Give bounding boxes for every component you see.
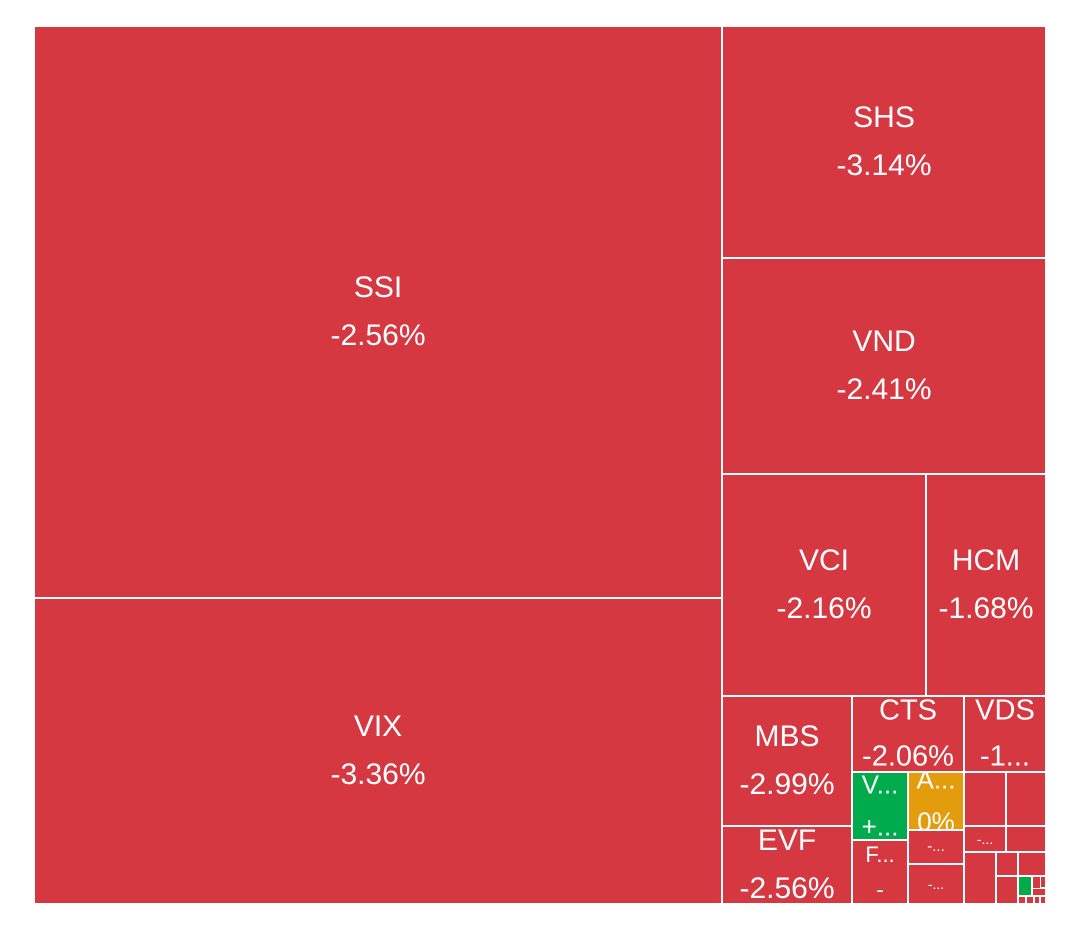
treemap-tile[interactable] (964, 852, 996, 904)
tile-label: A... (916, 772, 956, 795)
treemap-tile[interactable] (1034, 896, 1040, 904)
tile-value: -2.06% (862, 741, 954, 772)
treemap-tile[interactable]: -... (964, 826, 1006, 852)
tile-value: 0% (917, 806, 955, 830)
tile-value: - (876, 877, 884, 902)
tile-label: VND (852, 325, 916, 358)
tile-value: -1... (980, 741, 1030, 772)
tile-label: VCI (798, 544, 849, 577)
treemap-tile[interactable] (964, 772, 1006, 826)
treemap-tile[interactable] (1006, 826, 1046, 852)
tile-label: F... (865, 841, 895, 867)
tile-label: HCM (951, 544, 1021, 577)
treemap-tile[interactable]: V... +... (852, 772, 908, 840)
treemap-tile[interactable]: VCI -2.16% (722, 474, 926, 696)
tile-value: -3.14% (836, 149, 932, 182)
treemap-tile[interactable] (1006, 772, 1046, 826)
tile-label: V... (861, 772, 899, 800)
tile-value: -2.41% (836, 373, 932, 406)
treemap-tile[interactable] (996, 876, 1018, 904)
treemap-tile[interactable] (1040, 876, 1046, 888)
treemap-tile[interactable] (996, 852, 1018, 876)
tile-label: EVF (757, 826, 817, 857)
treemap-tile[interactable]: A... 0% (908, 772, 964, 830)
treemap-tile[interactable]: MBS -2.99% (722, 696, 852, 826)
treemap-tile[interactable] (1018, 852, 1046, 876)
treemap-tile[interactable]: VND -2.41% (722, 258, 1046, 474)
tile-value: -2.56% (330, 319, 426, 352)
treemap-tile[interactable]: HCM -1.68% (926, 474, 1046, 696)
treemap-tile[interactable] (1018, 876, 1032, 896)
treemap-tile[interactable] (1040, 896, 1046, 904)
treemap-tile[interactable] (1018, 896, 1026, 904)
tile-value: -... (976, 830, 994, 847)
treemap-tile[interactable]: VDS -1... (964, 696, 1046, 772)
treemap-chart: SSI -2.56% VIX -3.36% SHS -3.14% VND -2.41% VCI -… (34, 26, 1046, 904)
tile-value: -... (927, 838, 945, 855)
tile-label: MBS (754, 720, 820, 753)
treemap-tile[interactable]: CTS -2.06% (852, 696, 964, 772)
tile-label: SSI (353, 271, 403, 304)
tile-value: -2.99% (739, 768, 835, 801)
tile-label: VIX (353, 710, 403, 743)
treemap-tile[interactable]: SHS -3.14% (722, 26, 1046, 258)
treemap-tile[interactable]: F... - (852, 840, 908, 904)
treemap-tile[interactable]: -... (908, 864, 964, 904)
tile-label: CTS (879, 696, 937, 727)
tile-value: -1.68% (938, 592, 1034, 625)
treemap-tile[interactable] (1026, 896, 1034, 904)
tile-label: VDS (975, 696, 1035, 727)
tile-value: -... (927, 875, 945, 892)
tile-value: -2.56% (739, 872, 835, 904)
treemap-tile[interactable] (1032, 888, 1046, 896)
treemap-tile[interactable]: EVF -2.56% (722, 826, 852, 904)
treemap-tile[interactable]: VIX -3.36% (34, 598, 722, 904)
treemap-tile[interactable]: SSI -2.56% (34, 26, 722, 598)
tile-value: -3.36% (330, 758, 426, 791)
tile-label: SHS (853, 101, 915, 134)
tile-value: +... (861, 811, 899, 840)
tile-value: -2.16% (776, 592, 872, 625)
treemap-tile[interactable]: -... (908, 830, 964, 864)
